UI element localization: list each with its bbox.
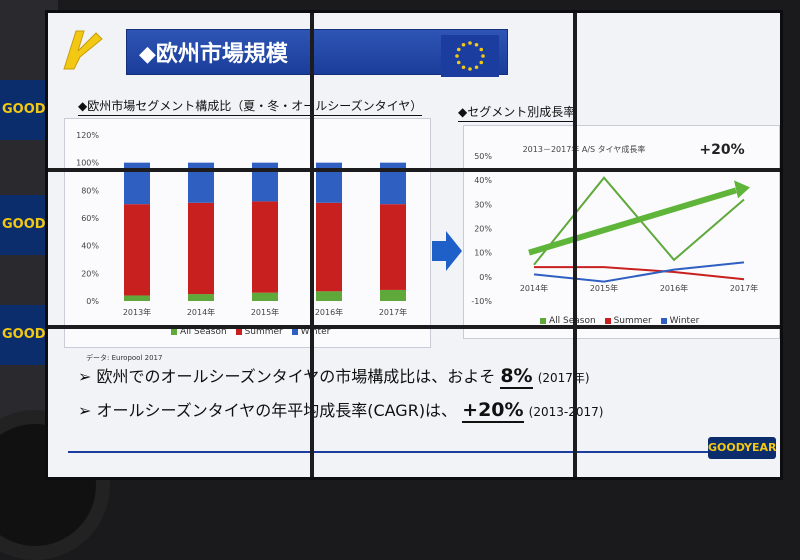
eu-star: [461, 42, 466, 47]
legend-swatch-all-season: [540, 317, 546, 324]
x-tick-label: 2017年: [730, 283, 758, 293]
eu-flag-icon: [441, 35, 499, 77]
series-line-winter: [533, 261, 745, 283]
y-tick-label: 120%: [76, 131, 99, 140]
legend-swatch-winter: [660, 317, 667, 324]
highlight-value: 8%: [500, 365, 533, 389]
video-wall-bezel: [573, 13, 577, 477]
legend-swatch-summer: [235, 328, 242, 335]
segment-share-bar-chart: 0% 20% 40% 60% 80% 100% 120% 2013年 2014年 2015年 201…: [76, 131, 407, 317]
legend-swatch-summer: [604, 317, 611, 324]
bar-segment-summer: [252, 201, 278, 293]
video-wall-bezel: [48, 168, 780, 172]
bullet-text: オールシーズンタイヤの年平均成長率(CAGR)は、: [96, 401, 458, 420]
y-tick-label: 100%: [76, 159, 99, 168]
eu-star: [461, 65, 466, 70]
eu-star: [474, 42, 479, 47]
y-tick-label: 20%: [81, 269, 99, 278]
x-tick-label: 2014年: [520, 283, 548, 293]
bar-segment-summer: [316, 202, 342, 292]
trend-arrow-head: [734, 180, 750, 199]
x-tick-label: 2016年: [660, 283, 688, 293]
growth-annotation: 2013－2017年 A/S タイヤ成長率: [523, 144, 646, 154]
y-tick-label: 80%: [81, 186, 99, 195]
eu-star: [474, 65, 479, 70]
bar-segment-summer: [380, 204, 406, 290]
legend-swatch-winter: [291, 328, 298, 335]
bar-segment-all-season: [124, 295, 150, 301]
line-chart-legend: All Season Summer Winter: [534, 316, 699, 326]
wingfoot-logo: [63, 30, 103, 70]
bullet-market-share: ➢ 欧州でのオールシーズンタイヤの市場構成比は、およそ 8% (2017年): [78, 363, 590, 389]
legend-swatch-all-season: [171, 328, 177, 335]
x-tick-label: 2016年: [315, 307, 343, 317]
x-tick-label: 2014年: [187, 307, 215, 317]
bar-segment-all-season: [316, 291, 342, 301]
right-section-title: ◆セグメント別成長率: [458, 103, 576, 122]
eu-star: [479, 47, 484, 52]
legend-label-winter: Winter: [300, 327, 331, 337]
bullet-cagr: ➢ オールシーズンタイヤの年平均成長率(CAGR)は、 +20% (2013-2…: [78, 397, 604, 423]
footer-divider: [68, 451, 718, 453]
bar-chart-legend: All Season Summer Winter: [165, 327, 330, 337]
y-tick-label: 20%: [474, 225, 492, 234]
eu-star: [481, 54, 485, 58]
bar-segment-all-season: [380, 289, 406, 301]
eu-star: [479, 60, 484, 65]
bar-segment-all-season: [252, 292, 278, 301]
slide-title: ◆欧州市場規模: [139, 42, 288, 67]
y-tick-label: 0%: [479, 273, 492, 282]
eu-star: [456, 60, 461, 65]
legend-label-all-season: All Season: [549, 316, 596, 326]
goodyear-logo: GOODYEAR: [708, 437, 777, 459]
video-wall-bezel: [48, 325, 780, 329]
y-tick-label: 10%: [474, 249, 492, 258]
bullet-marker: ➢: [78, 367, 92, 386]
eu-star: [468, 41, 472, 45]
right-chart-panel: -10% 0% 10% 20% 30% 40% 50% 2014年 2015年 2016年 2017…: [463, 125, 780, 339]
data-source-note: データ: Europool 2017: [86, 354, 163, 362]
eu-star: [456, 47, 461, 52]
x-tick-label: 2013年: [123, 307, 151, 317]
growth-annotation-value: +20%: [699, 142, 744, 158]
left-chart-panel: 0% 20% 40% 60% 80% 100% 120% 2013年 2014年 2015年 201…: [64, 118, 431, 348]
trend-arrow-shaft: [528, 187, 737, 256]
presentation-screen: ◆欧州市場規模 ◆欧州市場セグメント構成比（夏・冬・オールシーズンタイヤ） ◆セ…: [45, 10, 783, 480]
x-tick-label: 2015年: [590, 283, 618, 293]
bullet-marker: ➢: [78, 401, 92, 420]
legend-label-summer: Summer: [613, 316, 652, 326]
eu-star: [468, 67, 472, 71]
segment-growth-line-chart: -10% 0% 10% 20% 30% 40% 50% 2014年 2015年 2016年 2017…: [471, 142, 758, 306]
arrow-right-icon: [432, 231, 462, 271]
x-tick-label: 2015年: [251, 307, 279, 317]
eu-star: [455, 54, 459, 58]
highlight-value: +20%: [462, 399, 524, 423]
x-tick-label: 2017年: [379, 307, 407, 317]
bullet-suffix: (2013-2017): [528, 405, 604, 419]
y-tick-label: -10%: [471, 297, 492, 306]
legend-label-summer: Summer: [244, 327, 283, 337]
bar-segment-summer: [124, 204, 150, 296]
y-tick-label: 40%: [81, 242, 99, 251]
legend-label-winter: Winter: [669, 316, 700, 326]
bullet-text: 欧州でのオールシーズンタイヤの市場構成比は、およそ: [96, 367, 496, 386]
y-tick-label: 0%: [86, 297, 99, 306]
y-tick-label: 30%: [474, 200, 492, 209]
y-tick-label: 60%: [81, 214, 99, 223]
y-tick-label: 50%: [474, 152, 492, 161]
y-tick-label: 40%: [474, 176, 492, 185]
bullet-suffix: (2017年): [537, 371, 590, 385]
bar-segment-summer: [188, 202, 214, 295]
legend-label-all-season: All Season: [180, 327, 227, 337]
left-section-title: ◆欧州市場セグメント構成比（夏・冬・オールシーズンタイヤ）: [78, 97, 423, 116]
series-line-summer: [534, 266, 745, 281]
video-wall-bezel: [310, 13, 314, 477]
bar-segment-all-season: [188, 294, 214, 301]
